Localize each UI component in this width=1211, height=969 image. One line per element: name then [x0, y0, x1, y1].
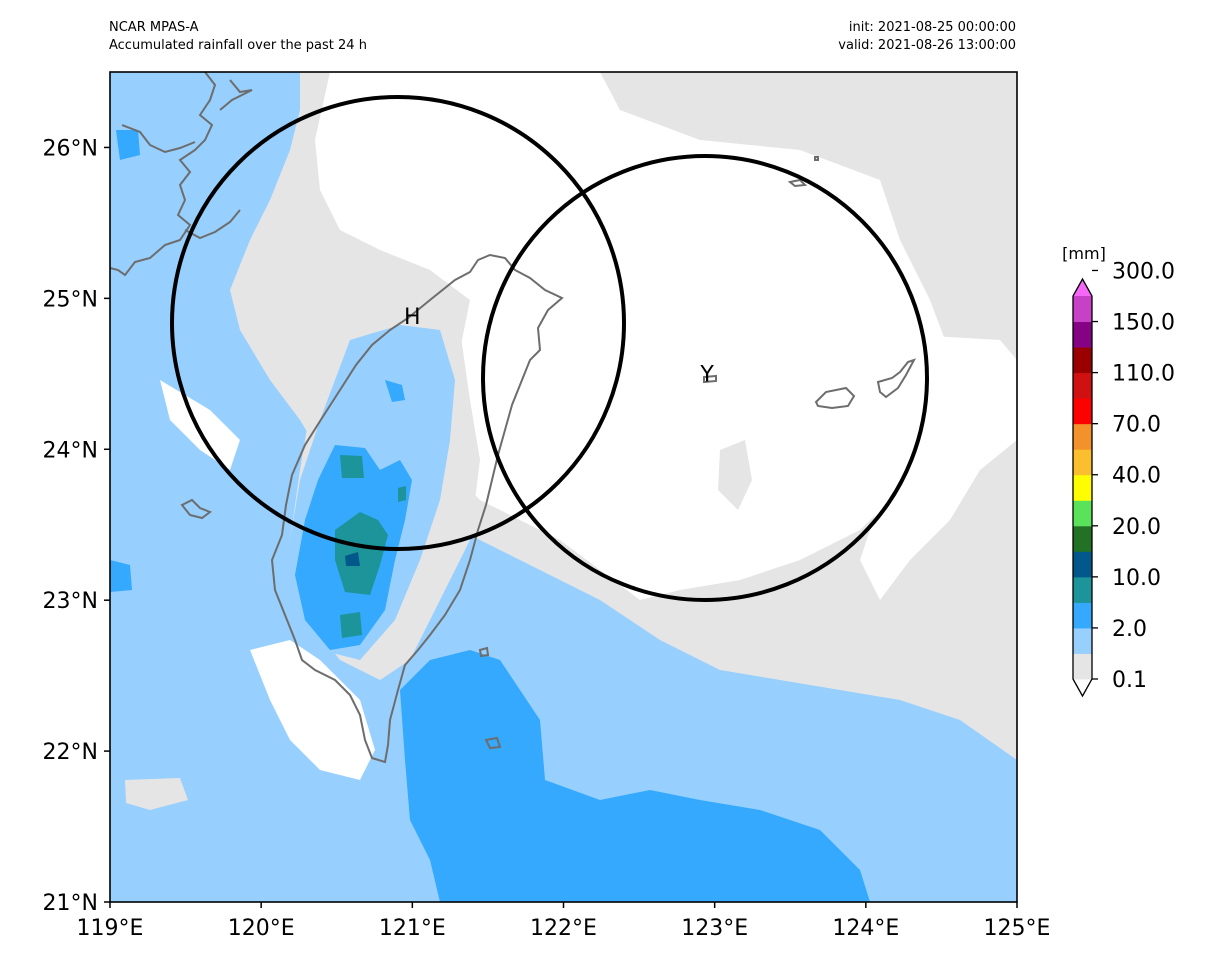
lat-tick-label: 25°N	[43, 287, 98, 312]
valid-time: valid: 2021-08-26 13:00:00	[838, 38, 1016, 53]
colorbar-tick-label: 0.1	[1112, 668, 1147, 693]
lat-tick-label: 23°N	[43, 589, 98, 614]
lat-tick-label: 22°N	[43, 740, 98, 765]
china-coastline-b	[219, 79, 253, 111]
colorbar: [mm] 0.1 2.0 10.0 20.0 40.0 70.0 110.0 150.0 300…	[1062, 244, 1175, 698]
colorbar-segment	[1073, 551, 1092, 578]
colorbar-segment	[1073, 372, 1092, 399]
colorbar-tick-label: 40.0	[1112, 464, 1161, 489]
colorbar-segment	[1073, 500, 1092, 527]
field-description: Accumulated rainfall over the past 24 h	[109, 38, 367, 53]
marker-h: H	[404, 305, 421, 330]
colorbar-segment	[1073, 347, 1092, 374]
rain-band-none-east	[830, 330, 1017, 600]
colorbar-outline	[1072, 277, 1093, 698]
rain-band-teal-c	[340, 612, 362, 638]
coastlines	[110, 72, 917, 764]
colorbar-segment	[1073, 321, 1092, 348]
colorbar-segment	[1073, 602, 1092, 629]
rain-band-10mm-west-edge	[110, 560, 132, 592]
yonaguni-island	[703, 374, 717, 384]
green-island	[478, 646, 490, 658]
rain-band-teal-b	[335, 512, 388, 595]
lon-tick-label: 119°E	[77, 916, 144, 941]
rain-band-teal-a	[340, 455, 364, 478]
islet	[814, 156, 819, 161]
rain-band-10mm-south	[400, 650, 870, 902]
colorbar-segment	[1073, 296, 1092, 323]
radar-range-circle-y	[481, 154, 929, 602]
lon-tick-label: 123°E	[681, 916, 748, 941]
colorbar-tick-label: 150.0	[1112, 311, 1175, 336]
time-block: init: 2021-08-25 00:00:00 valid: 2021-08…	[838, 19, 1016, 55]
rain-band-teal-d	[398, 486, 406, 502]
marker-y: Y	[699, 362, 714, 387]
colorbar-tick-label: 2.0	[1112, 617, 1147, 642]
china-coastline	[110, 72, 217, 277]
radar-range-circle-h	[170, 95, 626, 551]
colorbar-tick-label: 300.0	[1112, 259, 1175, 284]
colorbar-segment	[1073, 423, 1092, 450]
colorbar-segment	[1073, 627, 1092, 654]
lon-tick-label: 124°E	[832, 916, 899, 941]
rain-band-light-patch	[125, 778, 188, 810]
colorbar-segment	[1073, 525, 1092, 552]
islet	[787, 178, 808, 188]
colorbar-tick-label: 10.0	[1112, 566, 1161, 591]
iriomote-island	[814, 386, 856, 410]
rain-band-none-southwest	[250, 640, 375, 780]
china-coastline-d	[184, 209, 241, 240]
lon-tick-label: 121°E	[379, 916, 446, 941]
rain-band-10mm-patch	[385, 380, 405, 402]
model-name: NCAR MPAS-A	[109, 20, 199, 35]
title-block: NCAR MPAS-A Accumulated rainfall over th…	[109, 19, 367, 55]
ishigaki-island	[876, 358, 917, 399]
lat-tick-label: 26°N	[43, 136, 98, 161]
rain-band-light-patch	[718, 440, 752, 510]
colorbar-segment	[1073, 398, 1092, 425]
orchid-island	[484, 736, 502, 750]
colorbar-segment	[1073, 449, 1092, 476]
taiwan-coastline	[270, 253, 564, 764]
lon-tick-label: 125°E	[984, 916, 1051, 941]
colorbar-tick-label: 70.0	[1112, 413, 1161, 438]
lat-tick-label: 24°N	[43, 438, 98, 463]
rainfall-field	[110, 72, 1017, 902]
init-time: init: 2021-08-25 00:00:00	[848, 20, 1016, 35]
latitude-axis: 21°N 22°N 23°N 24°N 25°N 26°N	[43, 136, 110, 916]
colorbar-tick-label: 110.0	[1112, 362, 1175, 387]
colorbar-tick-label: 20.0	[1112, 515, 1161, 540]
rain-band-10mm-northwest	[116, 130, 140, 160]
rain-band-none-west	[160, 380, 240, 470]
colorbar-segment	[1073, 576, 1092, 603]
lat-tick-label: 21°N	[43, 891, 98, 916]
penghu-island	[180, 498, 213, 520]
rain-band-dark-core	[345, 552, 360, 566]
colorbar-extend-max	[1073, 279, 1092, 296]
colorbar-segment	[1073, 474, 1092, 501]
lon-tick-label: 122°E	[530, 916, 597, 941]
colorbar-extend-min	[1073, 679, 1092, 696]
colorbar-units: [mm]	[1062, 244, 1106, 263]
longitude-axis: 119°E 120°E 121°E 122°E 123°E 124°E 125°E	[77, 902, 1051, 941]
lon-tick-label: 120°E	[228, 916, 295, 941]
china-coastline-c	[121, 124, 196, 154]
colorbar-segment	[1073, 653, 1092, 680]
